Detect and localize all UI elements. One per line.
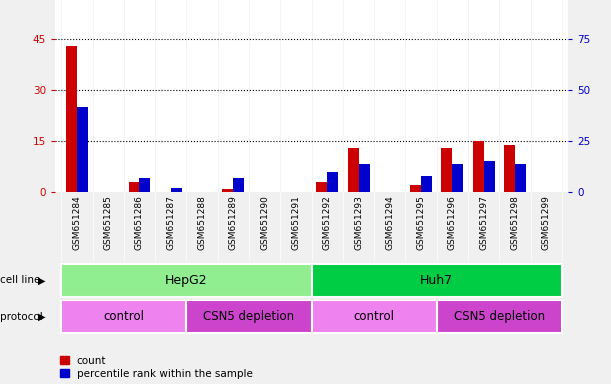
Text: GSM651297: GSM651297 — [479, 195, 488, 250]
Bar — [139, 178, 150, 192]
Text: ▶: ▶ — [38, 275, 46, 285]
Bar — [442, 148, 452, 192]
Bar — [222, 189, 233, 192]
Bar — [452, 164, 463, 192]
Bar — [233, 178, 244, 192]
Text: control: control — [354, 310, 395, 323]
Bar — [410, 185, 421, 192]
Text: CSN5 depletion: CSN5 depletion — [203, 310, 295, 323]
Bar — [316, 182, 327, 192]
Bar — [312, 264, 562, 297]
Text: GSM651286: GSM651286 — [135, 195, 144, 250]
Text: GSM651299: GSM651299 — [542, 195, 551, 250]
Text: ▶: ▶ — [38, 312, 46, 322]
Bar — [171, 188, 181, 192]
Text: GSM651290: GSM651290 — [260, 195, 269, 250]
Bar — [128, 182, 139, 192]
Text: GSM651291: GSM651291 — [291, 195, 301, 250]
Text: GSM651293: GSM651293 — [354, 195, 363, 250]
Text: GSM651295: GSM651295 — [417, 195, 426, 250]
Bar — [77, 106, 88, 192]
Text: GSM651285: GSM651285 — [104, 195, 112, 250]
Bar — [421, 176, 432, 192]
Text: GSM651284: GSM651284 — [72, 195, 81, 250]
Bar — [66, 46, 77, 192]
Text: GSM651287: GSM651287 — [166, 195, 175, 250]
Bar — [348, 148, 359, 192]
Bar — [359, 164, 370, 192]
Text: GSM651298: GSM651298 — [511, 195, 519, 250]
Bar — [515, 164, 526, 192]
Text: GSM651294: GSM651294 — [386, 195, 394, 250]
Text: GSM651289: GSM651289 — [229, 195, 238, 250]
Text: control: control — [103, 310, 144, 323]
Text: protocol: protocol — [0, 312, 43, 322]
Text: CSN5 depletion: CSN5 depletion — [454, 310, 545, 323]
Bar — [312, 300, 437, 333]
Legend: count, percentile rank within the sample: count, percentile rank within the sample — [60, 356, 253, 379]
Bar — [437, 300, 562, 333]
Text: Huh7: Huh7 — [420, 274, 453, 287]
Text: GSM651292: GSM651292 — [323, 195, 332, 250]
Text: GSM651288: GSM651288 — [197, 195, 207, 250]
Text: HepG2: HepG2 — [165, 274, 208, 287]
Text: cell line: cell line — [0, 275, 40, 285]
Bar — [473, 141, 484, 192]
Bar — [484, 162, 495, 192]
Bar — [504, 144, 515, 192]
Bar — [186, 300, 312, 333]
Bar — [327, 172, 338, 192]
Text: GSM651296: GSM651296 — [448, 195, 457, 250]
Bar — [61, 300, 186, 333]
Bar — [61, 264, 312, 297]
